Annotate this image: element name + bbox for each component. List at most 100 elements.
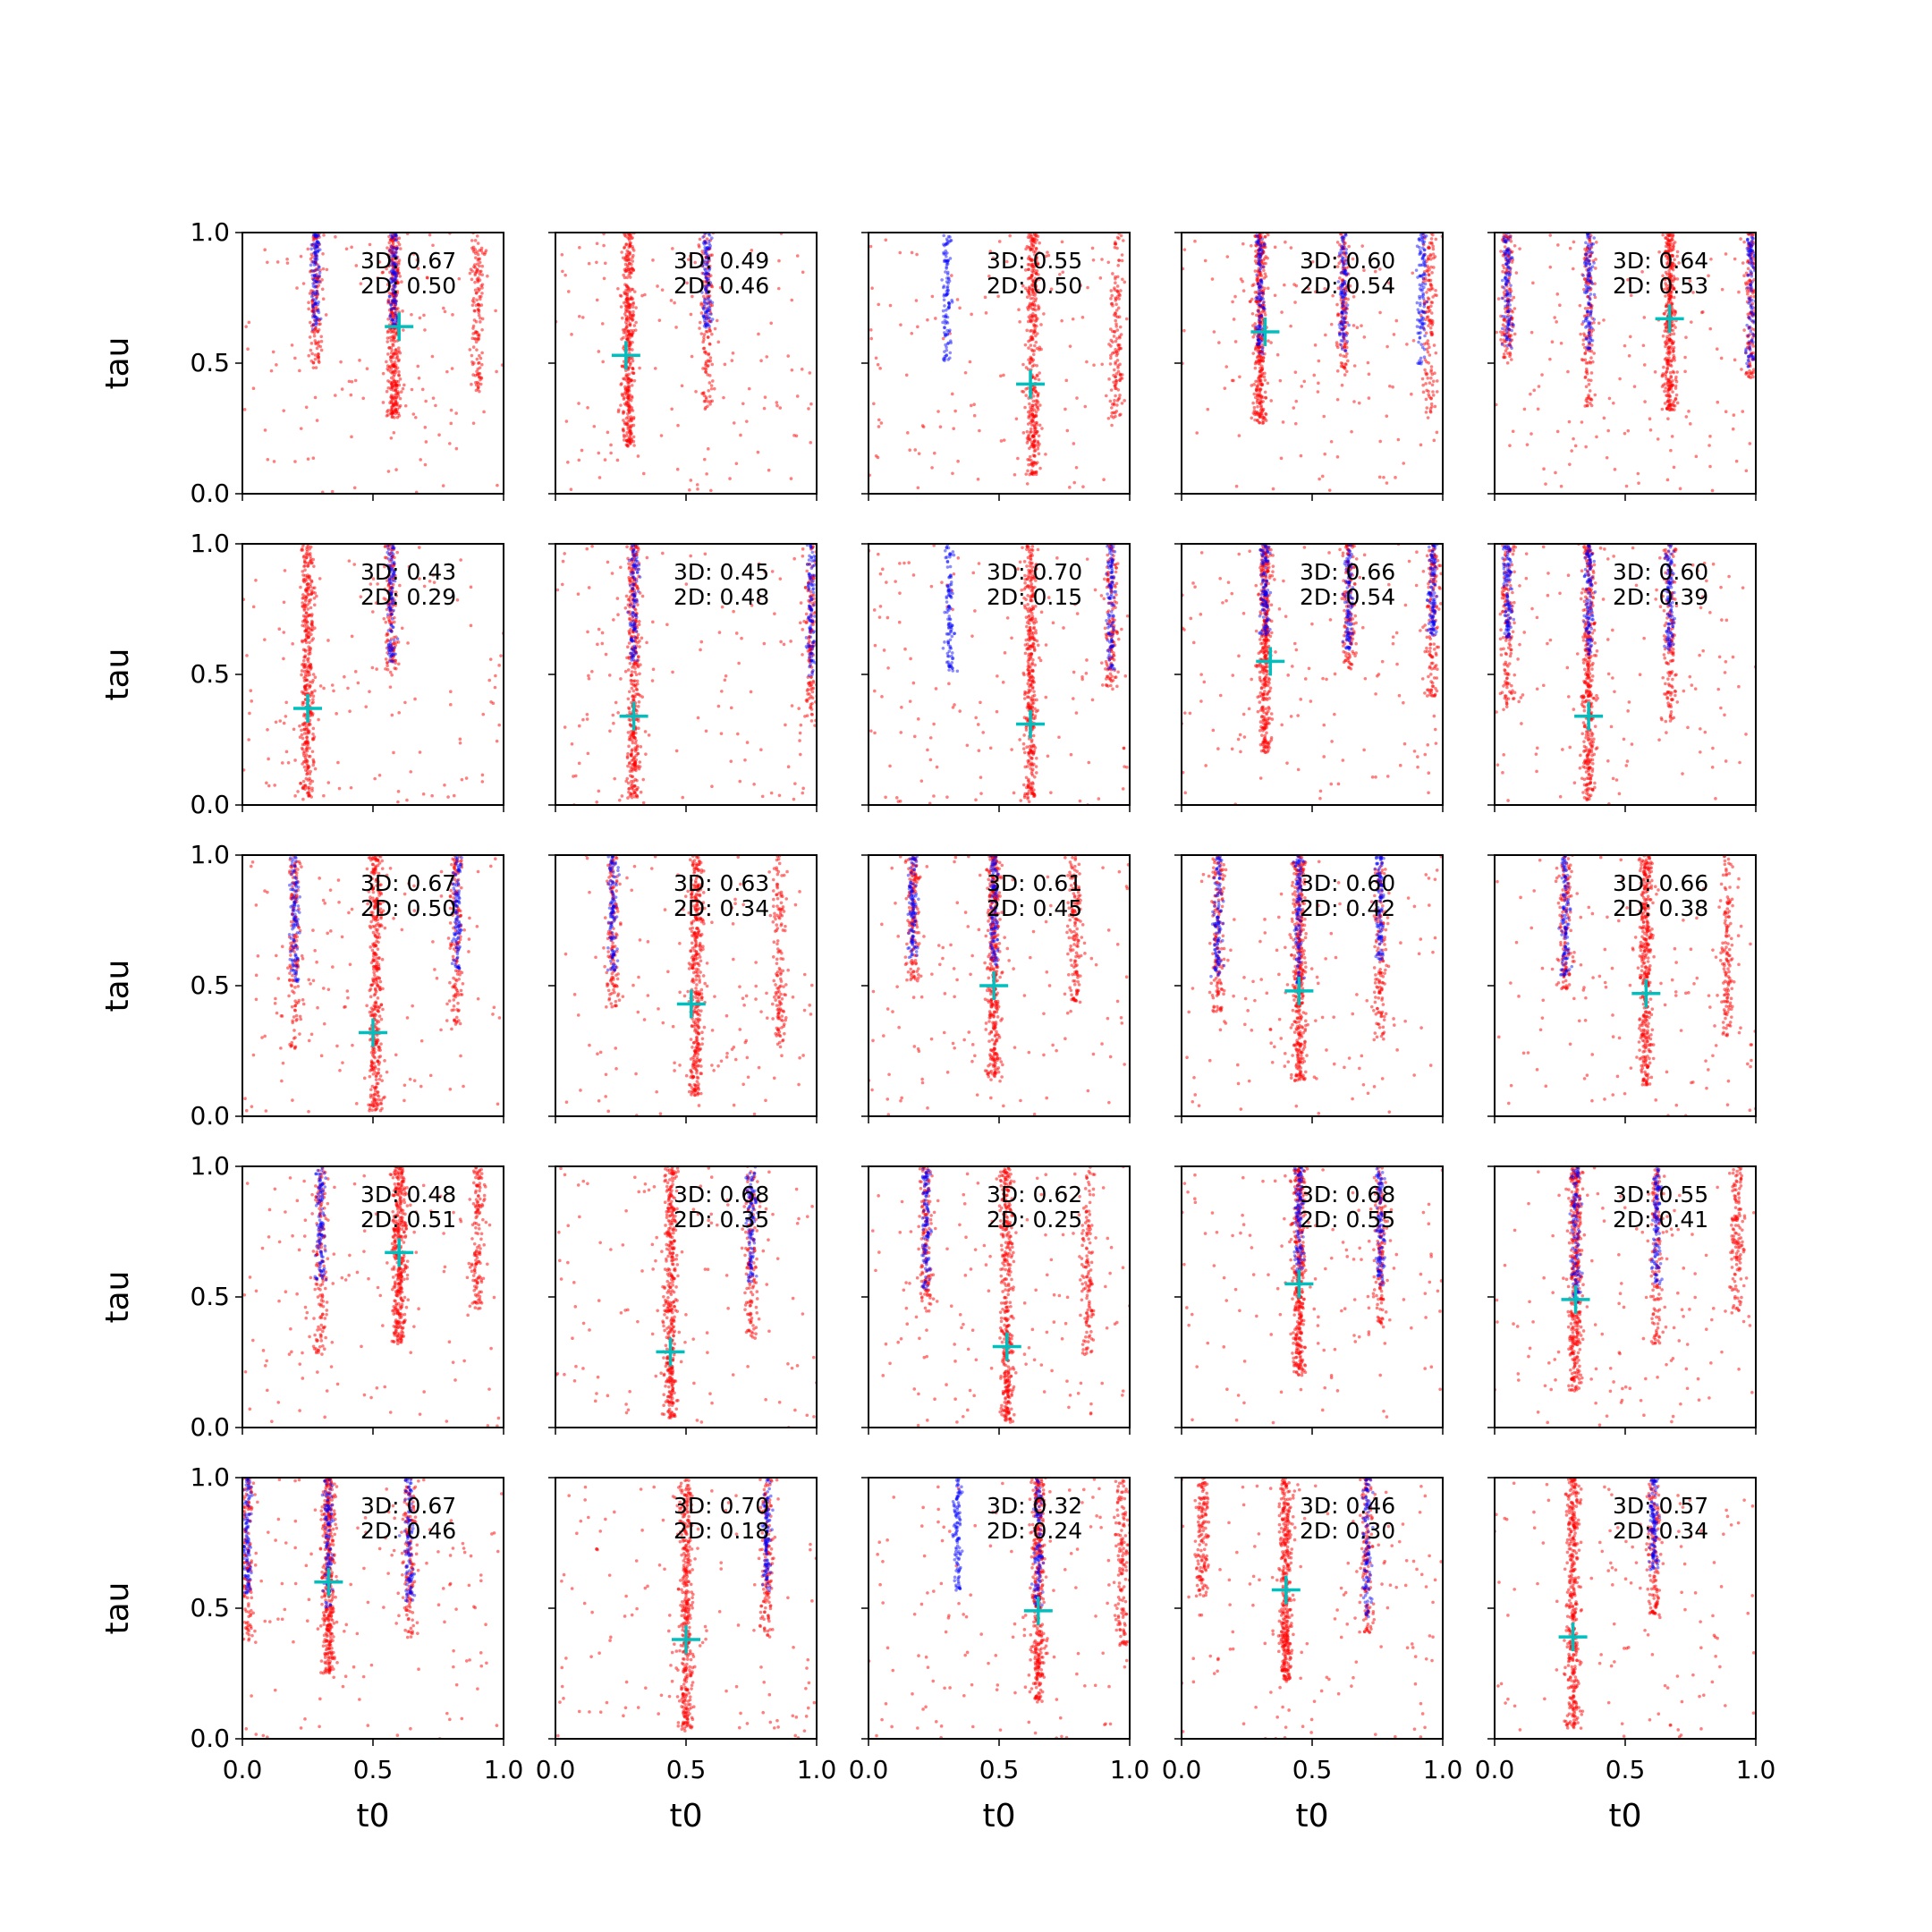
scatter-point-red bbox=[315, 279, 319, 284]
scatter-point-blue bbox=[389, 302, 393, 307]
scatter-point-red bbox=[1258, 289, 1262, 292]
scatter-point-blue bbox=[1341, 283, 1344, 287]
scatter-point-red bbox=[623, 307, 628, 311]
scatter-point-blue bbox=[705, 256, 708, 260]
scatter-point-blue bbox=[1418, 335, 1422, 340]
scatter-point-blue bbox=[314, 253, 318, 257]
scatter-point-red bbox=[1343, 252, 1347, 257]
scatter-point-red bbox=[1509, 266, 1513, 270]
scatter-point-blue bbox=[947, 301, 951, 305]
scatter-point-blue bbox=[707, 247, 710, 251]
scatter-point-red bbox=[1037, 288, 1040, 292]
scatter-point-red bbox=[1266, 381, 1270, 386]
scatter-point-red bbox=[473, 239, 478, 242]
scatter-point-red bbox=[1261, 415, 1266, 419]
scatter-point-red bbox=[308, 320, 312, 325]
scatter-point-blue bbox=[1587, 340, 1590, 343]
scatter-point-red bbox=[1261, 258, 1266, 262]
scatter-point-blue bbox=[1584, 288, 1589, 292]
scatter-point-red bbox=[1263, 272, 1267, 275]
scatter-point-red bbox=[1300, 385, 1304, 388]
scatter-point-red bbox=[1593, 282, 1597, 285]
scatter-point-blue bbox=[315, 244, 319, 249]
scatter-point-red bbox=[1335, 302, 1339, 307]
scatter-point-blue bbox=[312, 263, 317, 267]
scatter-point-red bbox=[1660, 407, 1665, 411]
scatter-point-red bbox=[1258, 408, 1263, 412]
scatter-point-blue bbox=[1422, 235, 1427, 239]
scatter-point-red bbox=[1748, 243, 1751, 248]
scatter-point-blue bbox=[389, 269, 394, 274]
scatter-point-blue bbox=[1750, 307, 1754, 311]
scatter-point-red bbox=[1357, 401, 1361, 405]
scatter-point-red bbox=[739, 433, 742, 437]
scatter-point-blue bbox=[1749, 256, 1752, 259]
scatter-point-red bbox=[703, 260, 707, 265]
y-tick-label: 0.5 bbox=[190, 348, 230, 377]
scatter-point-red bbox=[1024, 286, 1028, 291]
scatter-point-red bbox=[631, 309, 635, 314]
scatter-point-blue bbox=[943, 326, 946, 329]
scatter-points bbox=[869, 233, 1129, 490]
scatter-point-blue bbox=[313, 314, 317, 318]
scatter-point-red bbox=[311, 329, 315, 333]
scatter-point-red bbox=[701, 294, 706, 299]
scatter-point-red bbox=[1114, 281, 1117, 284]
scatter-point-blue bbox=[390, 236, 394, 240]
scatter-point-red bbox=[1033, 250, 1038, 254]
scatter-point-red bbox=[1431, 252, 1436, 256]
scatter-point-red bbox=[1742, 274, 1746, 278]
scatter-point-red bbox=[1373, 269, 1377, 274]
scatter-point-red bbox=[1385, 481, 1389, 485]
scatter-point-red bbox=[473, 280, 477, 284]
scatter-point-red bbox=[1360, 324, 1363, 327]
scatter-point-red bbox=[1100, 258, 1104, 261]
scatter-point-blue bbox=[1419, 249, 1422, 253]
scatter-point-blue bbox=[394, 275, 398, 278]
scatter-point-red bbox=[400, 280, 403, 284]
scatter-point-red bbox=[1431, 244, 1435, 249]
scatter-point-red bbox=[313, 292, 318, 296]
scatter-point-red bbox=[350, 245, 353, 250]
scatter-point-red bbox=[1421, 233, 1426, 237]
scatter-point-red bbox=[801, 270, 805, 275]
scatter-point-red bbox=[1671, 238, 1674, 242]
scatter-point-blue bbox=[1749, 252, 1753, 257]
scatter-point-blue bbox=[1339, 321, 1343, 325]
scatter-point-blue bbox=[942, 294, 946, 298]
scatter-point-red bbox=[396, 346, 401, 350]
scatter-point-red bbox=[1425, 268, 1429, 273]
scatter-point-blue bbox=[1345, 339, 1350, 343]
scatter-point-red bbox=[1744, 370, 1749, 375]
scatter-point-blue bbox=[1587, 267, 1591, 271]
scatter-point-red bbox=[1252, 283, 1256, 286]
scatter-point-blue bbox=[1588, 271, 1591, 275]
scatter-point-blue bbox=[707, 309, 711, 312]
scatter-point-blue bbox=[1342, 271, 1346, 275]
scatter-point-red bbox=[1318, 477, 1321, 481]
scatter-point-red bbox=[1335, 341, 1339, 344]
scatter-point-blue bbox=[1422, 254, 1426, 258]
scatter-point-red bbox=[1224, 365, 1229, 369]
scatter-point-red bbox=[457, 276, 462, 281]
scatter-point-red bbox=[1335, 455, 1340, 459]
scatter-point-blue bbox=[393, 263, 396, 267]
panel-annotation: 3D: 0.49 bbox=[674, 248, 769, 274]
scatter-point-red bbox=[1505, 361, 1510, 365]
scatter-point-blue bbox=[1422, 248, 1427, 252]
scatter-point-red bbox=[1258, 324, 1262, 328]
scatter-point-red bbox=[391, 343, 395, 348]
scatter-point-blue bbox=[309, 263, 313, 267]
scatter-point-blue bbox=[948, 339, 953, 343]
scatter-point-red bbox=[660, 288, 665, 292]
scatter-point-blue bbox=[1504, 276, 1507, 280]
scatter-point-red bbox=[1023, 343, 1028, 347]
scatter-point-red bbox=[1667, 386, 1672, 391]
scatter-point-blue bbox=[1589, 326, 1594, 330]
scatter-point-red bbox=[1035, 346, 1039, 351]
scatter-point-blue bbox=[704, 310, 708, 314]
scatter-point-red bbox=[398, 247, 402, 250]
scatter-point-red bbox=[411, 252, 416, 256]
scatter-point-blue bbox=[1416, 318, 1419, 322]
scatter-point-red bbox=[318, 235, 321, 239]
